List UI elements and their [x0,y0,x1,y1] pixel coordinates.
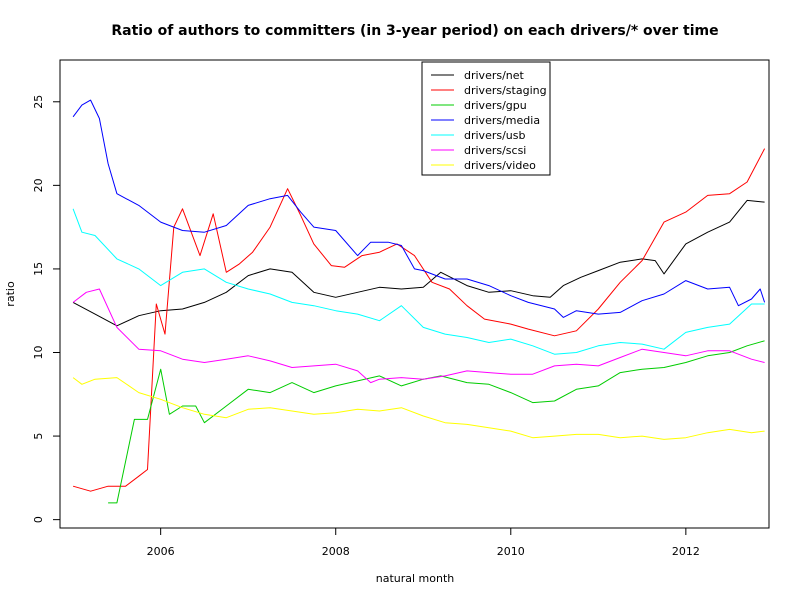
y-tick-label: 25 [32,95,45,109]
legend-label: drivers/video [464,159,536,172]
legend-label: drivers/media [464,114,540,127]
legend-label: drivers/scsi [464,144,526,157]
y-axis: 0 5 10 15 20 25 [32,95,60,523]
series-layer [72,99,766,504]
x-tick-label: 2010 [497,545,525,558]
y-tick-label: 5 [32,433,45,440]
series-line-drivers-scsi [72,288,765,384]
x-tick-label: 2006 [147,545,175,558]
x-axis-label: natural month [376,572,455,585]
x-axis: 2006 2008 2010 2012 [147,528,700,558]
series-line-drivers-usb [72,208,765,355]
series-line-drivers-gpu [108,340,765,504]
series-line-drivers-video [72,377,765,440]
plot-frame [59,59,770,529]
series-line-drivers-net [72,199,765,327]
series-line-drivers-media [72,99,766,318]
legend-label: drivers/staging [464,84,547,97]
x-tick-label: 2008 [322,545,350,558]
legend-label: drivers/usb [464,129,526,142]
legend-label: drivers/gpu [464,99,527,112]
legend: drivers/net drivers/staging drivers/gpu dri… [421,61,551,176]
y-axis-label: ratio [4,281,17,307]
y-tick-label: 0 [32,516,45,523]
legend-label: drivers/net [464,69,525,82]
chart-title: Ratio of authors to committers (in 3-yea… [111,23,718,39]
legend-box [421,61,551,176]
y-tick-label: 10 [32,346,45,360]
y-tick-label: 15 [32,262,45,276]
series-line-drivers-staging [72,148,766,492]
x-tick-label: 2012 [672,545,700,558]
y-tick-label: 20 [32,178,45,192]
